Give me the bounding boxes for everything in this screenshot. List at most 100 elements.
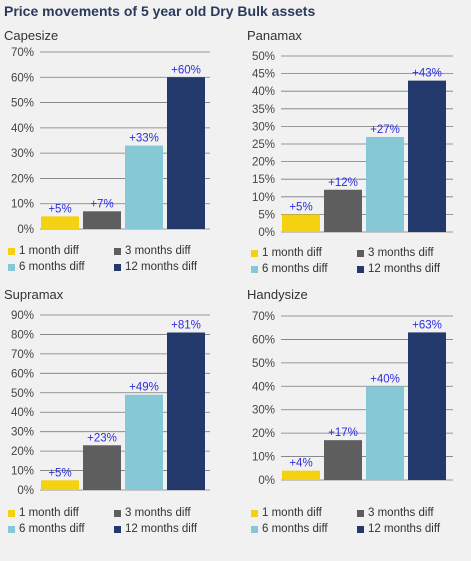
y-tick-label: 20% (11, 446, 34, 458)
data-label: +33% (129, 133, 159, 145)
data-label: +5% (48, 467, 71, 479)
legend-item-3-months: 3 months diff (114, 505, 224, 521)
bar-3-months (324, 440, 362, 480)
y-tick-label: 10% (11, 199, 34, 211)
bar-1-month (282, 470, 320, 480)
y-tick-label: 20% (252, 157, 275, 169)
legend-item-6-months: 6 months diff (8, 521, 114, 537)
data-label: +81% (171, 320, 201, 332)
data-label: +49% (129, 382, 159, 394)
bar-1-month (41, 216, 79, 229)
legend-swatch (114, 247, 121, 255)
panamax-chart: 0% 5% 10% 15% 20% 25% 30% 35% 40% 45% 50% +5% +12% +2… (252, 51, 453, 239)
legend-item-1-month: 1 month diff (8, 505, 114, 521)
legend-item-6-months: 6 months diff (251, 521, 357, 537)
y-tick-label: 70% (252, 311, 275, 323)
legend-label: 1 month diff (19, 245, 79, 257)
legend-swatch (114, 509, 121, 517)
legend-item-1-month: 1 month diff (8, 243, 114, 259)
legend-item-3-months: 3 months diff (114, 243, 224, 259)
y-tick-label: 90% (11, 310, 34, 322)
y-tick-label: 10% (11, 466, 34, 478)
y-tick-label: 40% (252, 381, 275, 393)
y-tick-label: 40% (11, 407, 34, 419)
legend-item-1-month: 1 month diff (251, 505, 357, 521)
legend-swatch (8, 263, 15, 271)
legend-label: 12 months diff (125, 261, 198, 273)
legend-label: 12 months diff (368, 523, 441, 535)
y-tick-label: 15% (252, 174, 275, 186)
bar-12-months (167, 332, 205, 490)
data-label: +43% (412, 68, 442, 80)
legend-label: 12 months diff (125, 523, 198, 535)
data-label: +60% (171, 64, 201, 76)
y-tick-label: 25% (252, 139, 275, 151)
legend: 1 month diff 3 months diff 6 months diff 12… (251, 245, 467, 277)
data-label: +40% (370, 373, 400, 385)
legend-swatch (8, 247, 15, 255)
supramax-chart: 0% 10% 20% 30% 40% 50% 60% 70% 80% 90% +5% +23% +49%… (11, 310, 210, 497)
y-tick-label: 10% (252, 192, 275, 204)
y-tick-label: 50% (252, 51, 275, 63)
data-label: +7% (90, 198, 113, 210)
y-tick-label: 60% (11, 72, 34, 84)
legend-item-3-months: 3 months diff (357, 505, 467, 521)
legend-swatch (8, 509, 15, 517)
legend-item-12-months: 12 months diff (357, 261, 467, 277)
legend-swatch (251, 509, 258, 517)
y-tick-label: 30% (252, 121, 275, 133)
legend-label: 3 months diff (368, 247, 434, 259)
y-tick-label: 5% (258, 209, 275, 221)
legend: 1 month diff 3 months diff 6 months diff 12… (251, 505, 467, 537)
panel-title: Panamax (247, 28, 302, 43)
y-tick-label: 30% (11, 427, 34, 439)
legend-item-6-months: 6 months diff (8, 259, 114, 275)
bar-3-months (83, 211, 121, 229)
bar-12-months (167, 77, 205, 230)
panel-title: Capesize (4, 28, 59, 43)
data-label: +4% (289, 458, 312, 470)
legend-label: 6 months diff (262, 523, 328, 535)
bar-12-months (408, 332, 446, 480)
bar-3-months (83, 445, 121, 490)
bar-6-months (125, 145, 163, 229)
legend-label: 6 months diff (19, 523, 85, 535)
legend-swatch (357, 509, 364, 517)
legend-swatch (357, 525, 364, 533)
data-label: +23% (87, 432, 117, 444)
bar-6-months (366, 386, 404, 480)
y-tick-label: 80% (11, 329, 34, 341)
legend: 1 month diff 3 months diff 6 months diff 12… (8, 243, 224, 275)
y-tick-label: 60% (252, 334, 275, 346)
legend-label: 3 months diff (125, 245, 191, 257)
y-tick-label: 45% (252, 69, 275, 81)
y-tick-label: 50% (11, 98, 34, 110)
legend: 1 month diff 3 months diff 6 months diff 12… (8, 505, 224, 537)
legend-item-3-months: 3 months diff (357, 245, 467, 261)
legend-item-6-months: 6 months diff (251, 261, 357, 277)
y-tick-label: 40% (11, 123, 34, 135)
legend-label: 6 months diff (262, 263, 328, 275)
legend-item-1-month: 1 month diff (251, 245, 357, 261)
y-tick-label: 50% (11, 388, 34, 400)
legend-label: 12 months diff (368, 263, 441, 275)
y-tick-label: 35% (252, 104, 275, 116)
bar-6-months (125, 394, 163, 490)
handysize-panel: Handysize 0% 10% 20% 30% 40% 50% 60% 70% +4% +17%… (247, 287, 469, 547)
bar-1-month (282, 214, 320, 232)
supramax-panel: Supramax 0% 10% 20% 30% 40% 50% 60% 70% 80% 90% +5… (4, 287, 234, 547)
main-title: Price movements of 5 year old Dry Bulk a… (4, 3, 316, 19)
legend-label: 1 month diff (262, 247, 322, 259)
data-label: +17% (328, 427, 358, 439)
panel-title: Supramax (4, 287, 64, 302)
legend-swatch (251, 525, 258, 533)
capesize-chart: 0% 10% 20% 30% 40% 50% 60% 70% +5% +7% +33% +60% (11, 47, 210, 236)
y-tick-label: 10% (252, 452, 275, 464)
y-tick-label: 0% (17, 224, 34, 236)
y-tick-label: 0% (258, 475, 275, 487)
legend-item-12-months: 12 months diff (357, 521, 467, 537)
bar-12-months (408, 80, 446, 232)
legend-label: 1 month diff (262, 507, 322, 519)
bar-3-months (324, 189, 362, 232)
data-label: +27% (370, 124, 400, 136)
